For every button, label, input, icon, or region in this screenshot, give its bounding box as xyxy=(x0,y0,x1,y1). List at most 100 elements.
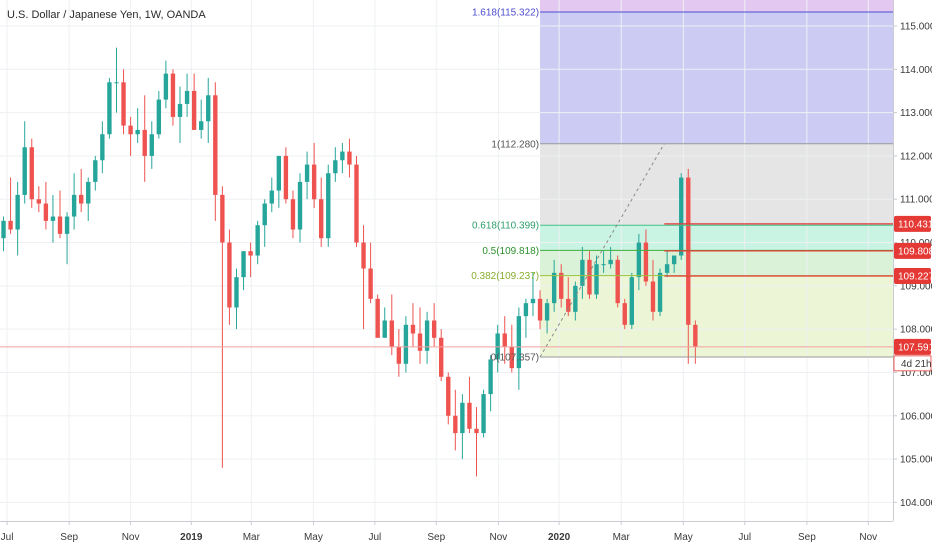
fib-band-0.618 xyxy=(540,225,893,251)
price-tick-label: 113.000 xyxy=(900,108,932,119)
candle-body xyxy=(206,95,211,122)
price-tick-label: 114.000 xyxy=(900,65,932,76)
fib-label-0: 0(107.357) xyxy=(491,352,539,363)
candle-body xyxy=(636,242,642,278)
candle-body xyxy=(389,320,394,347)
time-tick-label: Nov xyxy=(122,532,140,543)
price-tick-label: 109.000 xyxy=(900,281,932,292)
candle-body xyxy=(50,216,56,221)
candle-body xyxy=(128,125,133,135)
candle-body xyxy=(566,298,571,312)
price-tick-label: 107.000 xyxy=(900,368,932,379)
time-tick-label: Sep xyxy=(798,532,816,543)
current-price-tag: 107.591 xyxy=(898,342,932,353)
candle-body xyxy=(184,90,190,104)
candle-body xyxy=(361,242,366,269)
price-tag-109.227-bg xyxy=(894,268,931,285)
candle-body xyxy=(1,220,6,239)
fib-band-top xyxy=(540,0,893,13)
candle-body xyxy=(57,216,63,234)
time-tick-label: Jul xyxy=(1,532,14,543)
candle-body xyxy=(573,285,578,312)
price-tag-109.808: 109.808 xyxy=(898,246,932,257)
candle-body xyxy=(488,359,493,395)
candle-body xyxy=(227,242,232,308)
fib-trendline xyxy=(539,143,665,358)
candle-body xyxy=(608,259,613,265)
candle-body xyxy=(460,402,465,434)
fib-band-1.618 xyxy=(540,12,893,144)
candle-body xyxy=(326,173,331,239)
candle-body xyxy=(71,194,77,217)
candle-body xyxy=(551,272,557,304)
price-tick-label: 115.000 xyxy=(900,21,932,32)
candle-body xyxy=(170,73,176,117)
candle-body xyxy=(191,90,197,130)
candle-body xyxy=(333,160,338,174)
candle-body xyxy=(86,181,91,204)
time-tick-label: Nov xyxy=(859,532,877,543)
candle-body xyxy=(199,121,204,130)
candle-body xyxy=(64,216,70,234)
candle-body xyxy=(671,255,677,265)
candle-body xyxy=(340,151,345,161)
candle-body xyxy=(544,303,550,321)
candle-body xyxy=(297,181,303,230)
candle-body xyxy=(220,194,225,243)
candle-body xyxy=(559,272,564,299)
price-tag-110.431-bg xyxy=(894,215,931,232)
grid-lines xyxy=(0,0,893,521)
candle-body xyxy=(354,164,359,243)
candle-body xyxy=(474,428,479,434)
candle-body xyxy=(29,147,34,200)
candle-body xyxy=(657,272,663,312)
time-tick-label: Jul xyxy=(738,532,751,543)
candle-body xyxy=(234,277,239,308)
price-tag-109.227: 109.227 xyxy=(898,272,932,283)
current-price-tag-bg xyxy=(894,338,931,355)
candle-body xyxy=(368,268,373,299)
candle-body xyxy=(664,264,670,273)
fib-label-0.618: 0.618(110.399) xyxy=(472,221,539,232)
candle-body xyxy=(142,129,147,156)
time-tick-label: Sep xyxy=(60,532,78,543)
time-tick-label: May xyxy=(674,532,693,543)
candle-body xyxy=(22,147,27,195)
candle-body xyxy=(304,164,310,182)
price-tag-110.431: 110.431 xyxy=(898,219,932,230)
candle-body xyxy=(382,320,387,338)
candles xyxy=(1,47,698,477)
candle-body xyxy=(241,251,246,278)
candle-body xyxy=(78,194,84,204)
candle-body xyxy=(424,320,430,351)
candle-body xyxy=(375,298,380,338)
candle-body xyxy=(643,242,649,282)
candle-body xyxy=(431,320,437,338)
fib-band-0.382 xyxy=(540,275,893,357)
candle-body xyxy=(248,251,253,256)
time-tick-label: Jul xyxy=(368,532,381,543)
fib-label-1.618: 1.618(115.322) xyxy=(472,8,539,19)
countdown-bg xyxy=(893,355,932,372)
candle-body xyxy=(135,129,140,135)
fib-label-0.382: 0.382(109.237) xyxy=(471,271,539,282)
price-axis[interactable]: 104.000 105.000 106.000 107.000 108.000 109.0… xyxy=(893,0,932,550)
candle-body xyxy=(615,259,620,304)
candle-body xyxy=(283,155,289,200)
candle-body xyxy=(114,82,119,84)
candle-body xyxy=(100,134,105,161)
candle-body xyxy=(276,155,282,191)
time-tick-label: Mar xyxy=(613,532,631,543)
candle-body xyxy=(93,160,98,182)
time-axis-bg xyxy=(0,521,893,550)
candle-body xyxy=(509,346,514,369)
candle-body xyxy=(177,103,183,117)
candle-body xyxy=(410,324,416,334)
candle-body xyxy=(347,151,352,165)
candle-body xyxy=(121,82,126,126)
candle-body xyxy=(622,303,627,325)
price-tick-label: 111.000 xyxy=(900,195,932,206)
candle-body xyxy=(43,203,49,221)
time-axis[interactable]: Jul Sep Nov 2019 Mar May Jul Sep Nov 2020 Mar May Ju… xyxy=(0,521,893,550)
